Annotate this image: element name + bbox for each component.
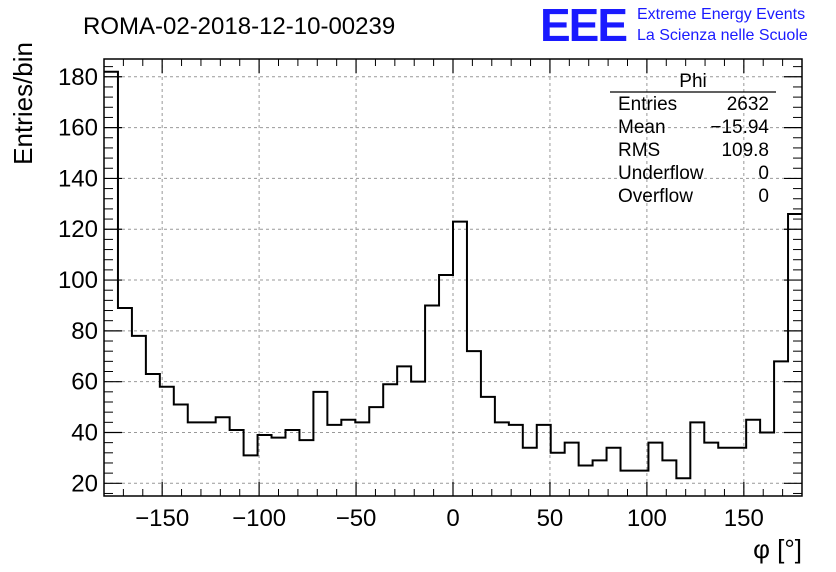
stats-label: Mean — [618, 117, 666, 138]
stats-label: Overflow — [618, 186, 693, 207]
grid-lines — [104, 59, 802, 496]
stats-label: Entries — [618, 94, 677, 115]
logo-line-1: Extreme Energy Events — [637, 6, 805, 23]
histogram-series — [104, 70, 802, 480]
y-tick-label: 60 — [71, 369, 98, 396]
y-tick-label: 80 — [71, 318, 98, 345]
x-tick-label: −150 — [135, 505, 189, 532]
stats-label: RMS — [618, 140, 660, 161]
y-tick-label: 120 — [58, 216, 98, 243]
stats-label: Underflow — [618, 163, 704, 184]
stats-value: 2632 — [727, 94, 769, 115]
stats-value: 0 — [758, 163, 769, 184]
stats-title: Phi — [679, 71, 706, 92]
eee-logo: EEE — [540, 0, 626, 51]
axis-ticks — [103, 59, 803, 496]
y-axis-label: Entries/bin — [8, 42, 38, 165]
x-tick-label: 0 — [446, 505, 459, 532]
y-tick-label: 100 — [58, 267, 98, 294]
x-tick-label: 50 — [537, 505, 564, 532]
y-tick-labels: 20 40 60 80 100 120 140 160 180 — [58, 64, 98, 498]
stats-box: Phi Entries 2632 Mean −15.94 RMS 109.8 Underfl… — [610, 71, 776, 207]
stats-value: 0 — [758, 186, 769, 207]
logo-line-2: La Scienza nelle Scuole — [637, 27, 808, 44]
run-title: ROMA-02-2018-12-10-00239 — [83, 13, 395, 40]
x-tick-label: 150 — [724, 505, 764, 532]
x-tick-label: −50 — [336, 505, 377, 532]
stats-value: 109.8 — [721, 140, 769, 161]
plot-frame — [103, 58, 803, 497]
x-tick-label: 100 — [627, 505, 667, 532]
y-tick-label: 160 — [58, 115, 98, 142]
y-tick-label: 40 — [71, 419, 98, 446]
stats-value: −15.94 — [710, 117, 769, 138]
x-axis-label: φ [°] — [753, 534, 802, 564]
y-tick-label: 180 — [58, 64, 98, 91]
y-tick-label: 140 — [58, 165, 98, 192]
x-tick-labels: −150 −100 −50 0 50 100 150 — [135, 505, 764, 532]
y-tick-label: 20 — [71, 470, 98, 497]
x-tick-label: −100 — [232, 505, 286, 532]
